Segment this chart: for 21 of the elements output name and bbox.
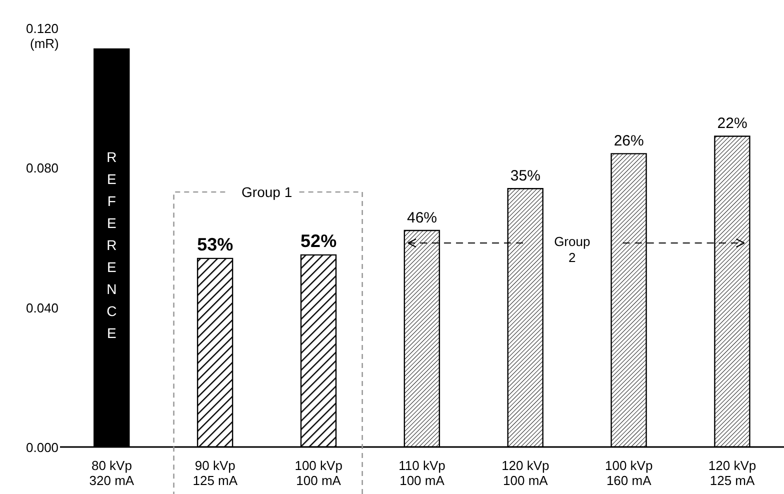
x-tick-label: 100 kVp 160 mA xyxy=(605,458,653,488)
x-tick-label: 120 kVp 125 mA xyxy=(708,458,756,488)
annotation: 46% xyxy=(406,210,438,227)
x-tick-label: 100 kVp 100 mA xyxy=(294,458,342,488)
x-tick-label: 110 kVp 100 mA xyxy=(398,458,446,488)
x-tick-label: 90 kVp 125 mA xyxy=(192,458,238,488)
annotation: Group 2 xyxy=(554,234,590,265)
y-tick-label: 0.000 xyxy=(26,440,59,455)
annotation: Group 1 xyxy=(242,184,292,200)
x-tick-label: 120 kVp 100 mA xyxy=(502,458,550,488)
x-tick-label: 80 kVp 320 mA xyxy=(89,458,134,488)
annotation: 22% xyxy=(717,115,748,132)
annotation: 53% xyxy=(197,234,234,254)
annotation: 52% xyxy=(300,230,337,251)
y-tick-label: 0.080 xyxy=(26,160,59,176)
y-tick-label: 0.120 xyxy=(26,21,59,36)
y-axis-title: (mR) xyxy=(30,36,59,51)
annotation: REFERENCE xyxy=(104,148,120,347)
annotation: 35% xyxy=(510,168,540,185)
y-tick-label: 0.040 xyxy=(26,300,59,316)
annotation: 26% xyxy=(614,132,644,150)
